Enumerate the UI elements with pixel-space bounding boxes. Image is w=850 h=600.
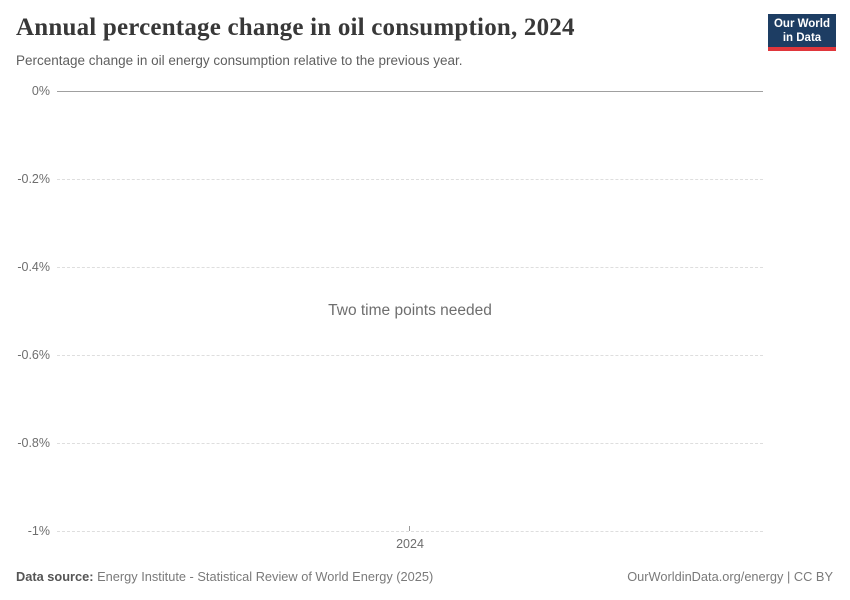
empty-chart-message: Two time points needed	[328, 302, 492, 319]
y-axis-tick-label: -0.4%	[17, 260, 50, 274]
data-source-label: Data source:	[16, 569, 94, 584]
data-source-text: Energy Institute - Statistical Review of…	[93, 569, 434, 584]
data-source-note: Data source: Energy Institute - Statisti…	[16, 569, 433, 584]
x-axis-tick-label: 2024	[396, 537, 424, 551]
owid-logo-line2: in Data	[782, 32, 822, 44]
zero-gridline	[57, 91, 763, 92]
gridline	[57, 355, 763, 356]
y-axis-tick-label: -1%	[27, 524, 50, 538]
x-axis-tick	[409, 526, 410, 531]
gridline	[57, 179, 763, 180]
y-axis-tick-label: -0.6%	[17, 348, 50, 362]
gridline	[57, 267, 763, 268]
y-axis-tick-label: 0%	[31, 84, 50, 98]
owid-logo: Our World in Data	[768, 14, 836, 51]
y-axis-tick-label: -0.2%	[17, 172, 50, 186]
y-axis-tick-label: -0.8%	[17, 436, 50, 450]
chart-title: Annual percentage change in oil consumpt…	[16, 14, 575, 41]
gridline	[57, 531, 763, 532]
credit-line[interactable]: OurWorldinData.org/energy | CC BY	[627, 569, 833, 584]
owid-logo-red-bar	[768, 47, 836, 51]
owid-logo-text: Our World in Data	[768, 14, 836, 47]
owid-logo-line1: Our World	[773, 18, 830, 30]
gridline	[57, 443, 763, 444]
chart-subtitle: Percentage change in oil energy consumpt…	[16, 53, 463, 68]
